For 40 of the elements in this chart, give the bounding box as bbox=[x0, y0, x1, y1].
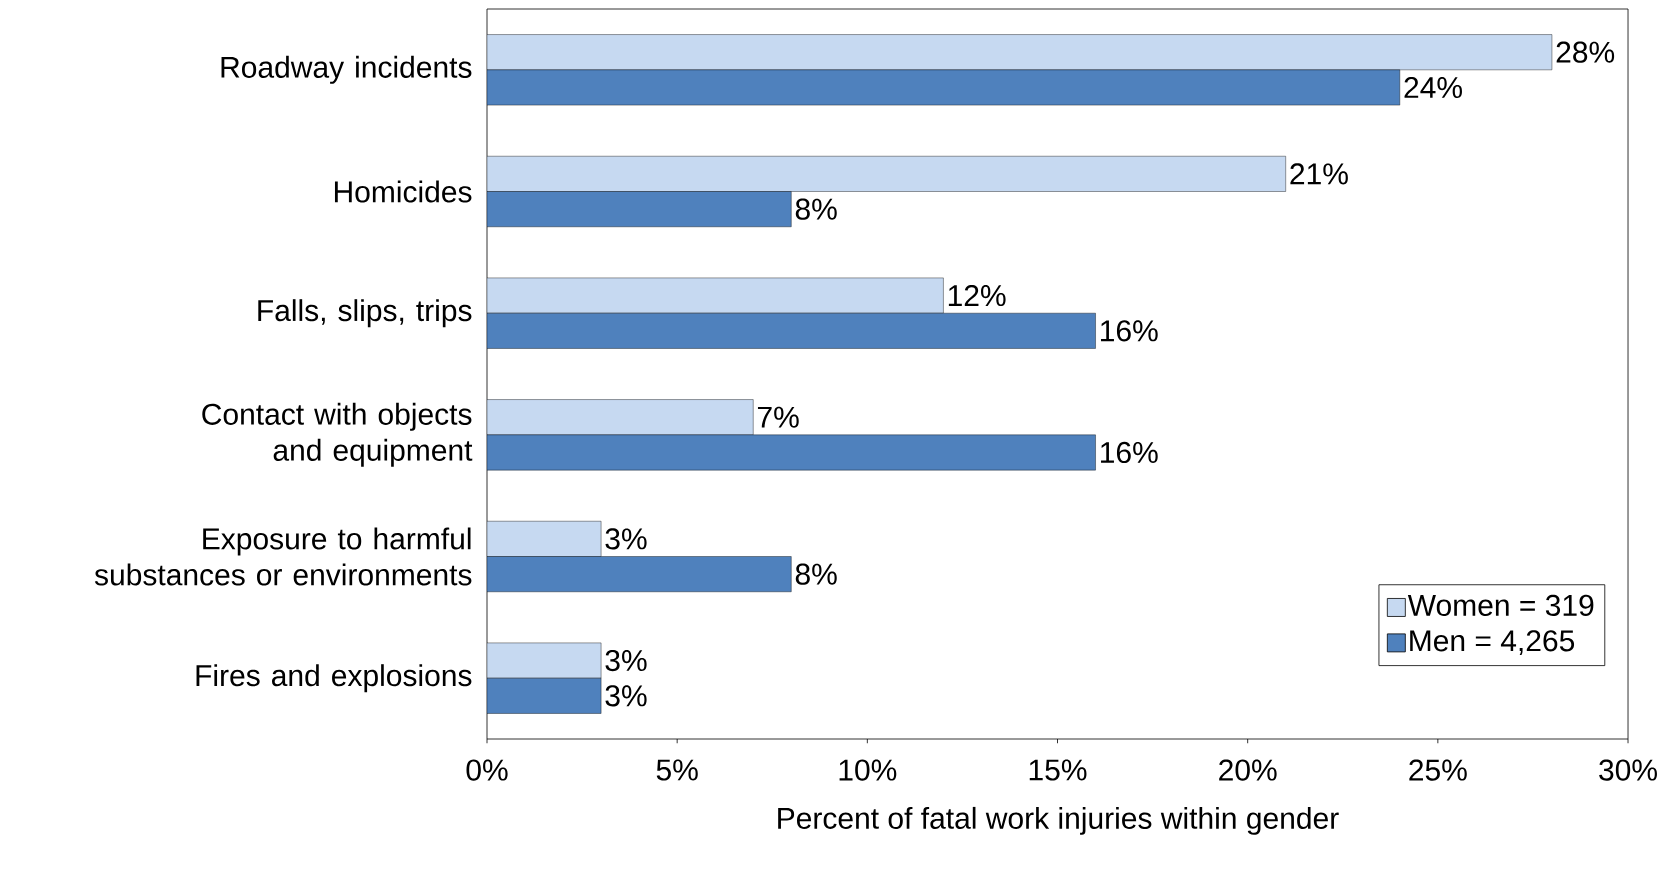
bar bbox=[487, 556, 792, 592]
data-label: 24% bbox=[1404, 76, 1462, 99]
y-tick-label: Fires and explosions bbox=[196, 664, 472, 693]
data-label: 16% bbox=[1101, 441, 1158, 464]
x-axis-title: Percent of fatal work injuries within gender bbox=[778, 806, 1339, 835]
bar bbox=[487, 521, 602, 557]
data-label: 12% bbox=[948, 284, 1006, 307]
legend-label: Men = 4,265 bbox=[1410, 630, 1575, 655]
bar bbox=[487, 156, 1286, 192]
data-label: 21% bbox=[1290, 163, 1348, 185]
x-tick-label: 5% bbox=[656, 759, 698, 781]
data-label: 16% bbox=[1101, 320, 1158, 342]
x-tick-label: 0% bbox=[466, 759, 508, 781]
data-label: 8% bbox=[795, 563, 837, 585]
y-tick-label: Roadway incidents bbox=[221, 55, 472, 84]
bar bbox=[487, 277, 944, 314]
bar bbox=[487, 677, 602, 714]
bar bbox=[487, 642, 602, 679]
data-label: 3% bbox=[605, 685, 647, 707]
y-tick-label: Homicides bbox=[334, 180, 472, 203]
bar bbox=[487, 399, 754, 436]
bar bbox=[487, 69, 1401, 106]
data-label: 3% bbox=[605, 528, 647, 550]
x-tick-label: 30% bbox=[1599, 759, 1657, 781]
data-label: 8% bbox=[795, 198, 837, 220]
x-tick-label: 15% bbox=[1029, 759, 1087, 781]
legend-label: Women = 319 bbox=[1407, 594, 1594, 616]
bar bbox=[487, 191, 792, 227]
bar bbox=[487, 312, 1096, 349]
data-label: 3% bbox=[605, 649, 647, 672]
x-tick-label: 25% bbox=[1409, 759, 1467, 781]
x-tick-label: 10% bbox=[839, 759, 897, 781]
y-tick-label: Exposure to harmful substances or environments bbox=[94, 527, 472, 586]
bar bbox=[487, 34, 1553, 71]
y-tick-label: Contact with objects and equipment bbox=[202, 402, 473, 467]
x-tick-label: 20% bbox=[1219, 759, 1277, 781]
data-label: 7% bbox=[757, 406, 799, 428]
y-tick-label: Falls, slips, trips bbox=[258, 299, 472, 328]
bar bbox=[487, 434, 1096, 471]
data-label: 28% bbox=[1556, 41, 1615, 63]
